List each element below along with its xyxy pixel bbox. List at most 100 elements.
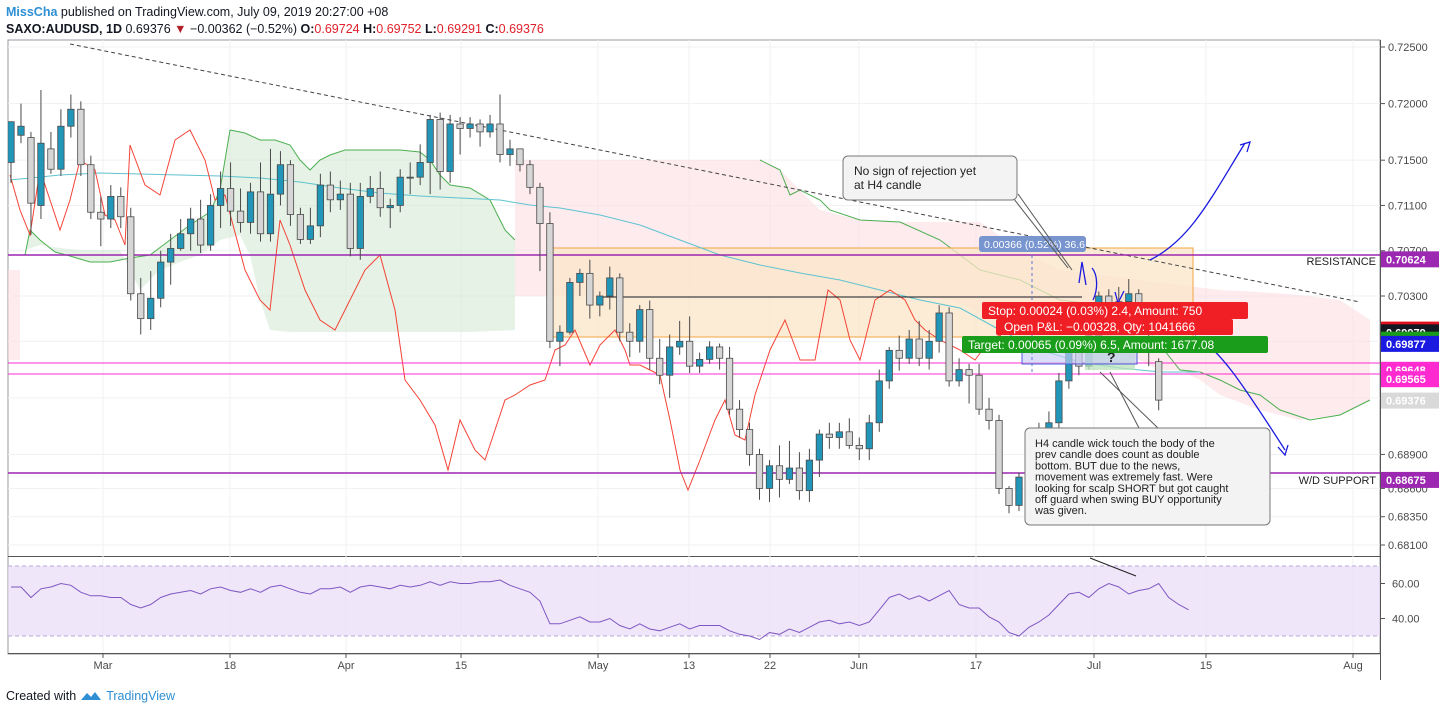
- candle[interactable]: [216, 171, 225, 229]
- candle[interactable]: [965, 363, 973, 404]
- candle[interactable]: [256, 162, 265, 242]
- candle[interactable]: [187, 207, 195, 251]
- candle[interactable]: [735, 400, 744, 438]
- candle[interactable]: [446, 114, 454, 183]
- analysis-callout[interactable]: [1024, 427, 1271, 526]
- rsi-divergence-line[interactable]: [1089, 557, 1137, 577]
- candle[interactable]: [885, 346, 893, 389]
- candle[interactable]: [356, 182, 364, 260]
- candle[interactable]: [646, 300, 654, 370]
- candle[interactable]: [286, 160, 295, 226]
- candle[interactable]: [376, 171, 384, 217]
- candle[interactable]: [606, 266, 614, 310]
- candle[interactable]: [556, 325, 564, 367]
- candle[interactable]: [127, 207, 135, 301]
- candle[interactable]: [785, 440, 794, 484]
- descending-trendline[interactable]: [69, 43, 1361, 303]
- candle[interactable]: [715, 343, 724, 370]
- candle[interactable]: [236, 188, 245, 233]
- candle[interactable]: [636, 305, 644, 353]
- candle[interactable]: [1005, 486, 1013, 514]
- candle[interactable]: [57, 109, 65, 177]
- candle[interactable]: [995, 414, 1003, 495]
- rejection-callout[interactable]: [842, 155, 1018, 201]
- candle[interactable]: [955, 358, 963, 387]
- candle[interactable]: [67, 94, 75, 138]
- candle[interactable]: [765, 460, 774, 502]
- author-name[interactable]: MissCha: [6, 5, 58, 19]
- candle[interactable]: [815, 429, 823, 478]
- candle[interactable]: [925, 329, 933, 370]
- candle[interactable]: [825, 422, 833, 449]
- candle[interactable]: [137, 277, 145, 335]
- candle[interactable]: [37, 90, 45, 220]
- candle[interactable]: [586, 259, 594, 319]
- candle[interactable]: [17, 103, 25, 144]
- candle[interactable]: [266, 148, 275, 242]
- candle[interactable]: [77, 101, 85, 177]
- candle[interactable]: [157, 250, 165, 308]
- candle[interactable]: [865, 414, 873, 461]
- candle[interactable]: [935, 305, 943, 353]
- candle[interactable]: [566, 277, 574, 335]
- candle[interactable]: [226, 162, 235, 226]
- candle[interactable]: [206, 194, 215, 251]
- candle[interactable]: [875, 369, 883, 432]
- candle[interactable]: [805, 448, 814, 502]
- candle[interactable]: [246, 182, 255, 234]
- candle[interactable]: [326, 171, 334, 213]
- candle[interactable]: [8, 121, 15, 183]
- candle[interactable]: [476, 119, 484, 147]
- candle[interactable]: [915, 320, 923, 367]
- candle[interactable]: [466, 117, 474, 138]
- candle[interactable]: [855, 437, 863, 461]
- candle[interactable]: [306, 207, 315, 244]
- candle[interactable]: [296, 207, 305, 244]
- candle[interactable]: [616, 273, 624, 342]
- candle[interactable]: [835, 422, 843, 449]
- candle[interactable]: [117, 187, 125, 229]
- candle[interactable]: [486, 114, 494, 138]
- candle[interactable]: [576, 268, 584, 296]
- candle[interactable]: [596, 291, 604, 317]
- candle[interactable]: [755, 448, 764, 500]
- candle[interactable]: [845, 418, 853, 449]
- candle[interactable]: [516, 148, 524, 172]
- candle[interactable]: [666, 334, 674, 398]
- candle[interactable]: [985, 397, 993, 430]
- candle[interactable]: [456, 117, 464, 155]
- candle[interactable]: [536, 182, 544, 272]
- candle[interactable]: [526, 160, 534, 195]
- candle[interactable]: [1015, 472, 1023, 512]
- candle[interactable]: [895, 335, 903, 371]
- candle[interactable]: [626, 323, 634, 358]
- candle[interactable]: [416, 144, 424, 186]
- candle[interactable]: [676, 320, 684, 355]
- candle[interactable]: [496, 94, 504, 163]
- candle[interactable]: [1055, 372, 1063, 430]
- candle[interactable]: [706, 341, 714, 364]
- candle[interactable]: [107, 185, 115, 229]
- candle[interactable]: [336, 180, 344, 210]
- candle[interactable]: [167, 233, 175, 285]
- candle[interactable]: [276, 151, 285, 206]
- candle[interactable]: [1155, 358, 1163, 411]
- candle[interactable]: [396, 169, 404, 213]
- candle[interactable]: [725, 346, 734, 415]
- candle[interactable]: [316, 173, 324, 238]
- candle[interactable]: [975, 363, 983, 415]
- candle[interactable]: [197, 199, 205, 253]
- candle[interactable]: [696, 352, 704, 373]
- candle[interactable]: [87, 155, 95, 220]
- candle[interactable]: [97, 196, 105, 247]
- candle[interactable]: [27, 131, 35, 235]
- bullish-scenario-path[interactable]: [1149, 142, 1246, 261]
- candle[interactable]: [795, 452, 804, 500]
- candle[interactable]: [147, 271, 155, 330]
- candle[interactable]: [406, 162, 414, 195]
- candle[interactable]: [656, 339, 664, 385]
- candle[interactable]: [366, 176, 374, 204]
- candle[interactable]: [745, 422, 754, 466]
- candle[interactable]: [386, 198, 394, 229]
